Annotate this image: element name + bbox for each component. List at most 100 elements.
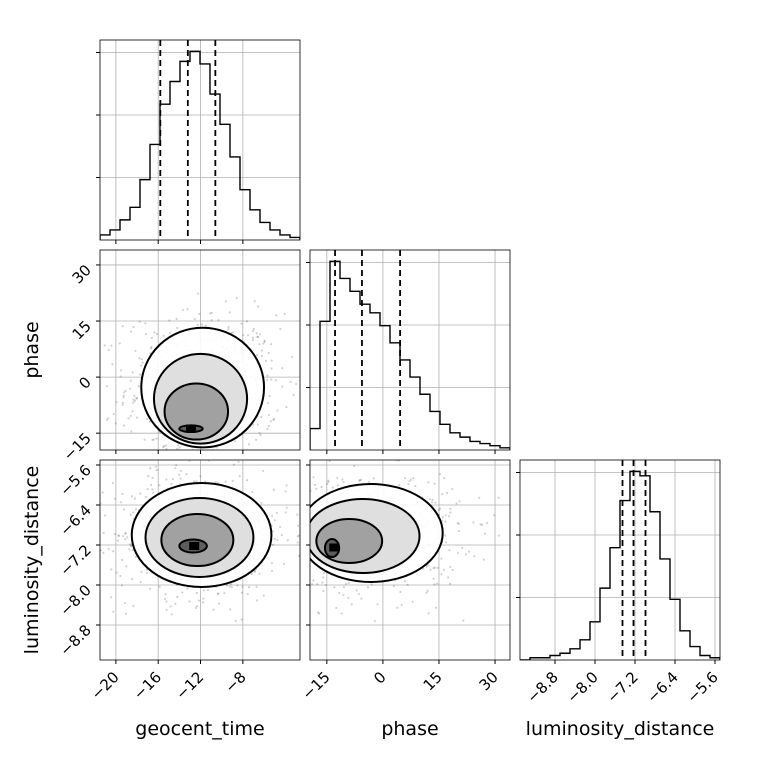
scatter-point bbox=[324, 583, 327, 587]
scatter-point bbox=[201, 601, 205, 604]
scatter-point bbox=[451, 487, 454, 491]
scatter-point bbox=[90, 502, 92, 504]
y-tick-label-luminosity_distance-0: −8.8 bbox=[56, 621, 94, 659]
scatter-point bbox=[133, 394, 136, 397]
scatter-point bbox=[359, 478, 363, 481]
scatter-point bbox=[285, 484, 288, 487]
scatter-point bbox=[116, 539, 119, 542]
scatter-point bbox=[278, 525, 282, 528]
scatter-point bbox=[130, 430, 133, 433]
scatter-point bbox=[162, 446, 165, 449]
scatter-point bbox=[368, 480, 371, 483]
scatter-point bbox=[445, 541, 448, 544]
scatter-point bbox=[148, 587, 152, 590]
contour-level-3 bbox=[140, 326, 266, 449]
scatter-point bbox=[432, 567, 435, 570]
scatter-point bbox=[224, 300, 227, 303]
scatter-point bbox=[451, 568, 454, 572]
scatter-point bbox=[243, 458, 245, 460]
scatter-point bbox=[238, 475, 241, 478]
scatter-point bbox=[255, 585, 258, 588]
scatter-point bbox=[433, 583, 436, 586]
scatter-point bbox=[105, 418, 109, 421]
scatter-point bbox=[307, 414, 309, 416]
scatter-point bbox=[141, 361, 144, 364]
contour-level-1 bbox=[163, 382, 230, 441]
scatter-point bbox=[147, 475, 150, 478]
contour-level-3 bbox=[130, 482, 273, 588]
scatter-point bbox=[123, 391, 126, 394]
scatter-point bbox=[431, 498, 434, 501]
scatter-point bbox=[270, 569, 274, 572]
scatter-point bbox=[115, 401, 118, 404]
density-peak bbox=[329, 543, 340, 552]
scatter-point bbox=[165, 447, 168, 450]
scatter-point bbox=[155, 437, 158, 440]
scatter-point bbox=[251, 490, 254, 494]
scatter-point bbox=[142, 473, 144, 475]
scatter-point bbox=[280, 536, 282, 538]
scatter-point bbox=[149, 484, 153, 487]
scatter-point bbox=[292, 557, 294, 559]
scatter-point bbox=[206, 588, 209, 592]
y-tick-label-phase-0: −15 bbox=[60, 429, 95, 464]
scatter-point bbox=[149, 347, 153, 350]
scatter-point bbox=[169, 605, 172, 608]
scatter-point bbox=[173, 472, 175, 474]
scatter-point bbox=[440, 557, 443, 560]
scatter-point bbox=[358, 479, 361, 483]
scatter-point bbox=[396, 606, 399, 609]
scatter-point bbox=[216, 592, 219, 596]
scatter-point bbox=[297, 554, 300, 557]
scatter-point bbox=[276, 409, 279, 412]
x-tick-label-geocent_time-0: −20 bbox=[88, 668, 123, 703]
scatter-point bbox=[260, 349, 264, 352]
scatter-point bbox=[176, 326, 179, 330]
scatter-point bbox=[267, 351, 270, 355]
scatter-point bbox=[179, 469, 182, 473]
scatter-point bbox=[135, 397, 138, 400]
scatter-point bbox=[214, 480, 217, 484]
scatter-point bbox=[144, 333, 148, 336]
scatter-point bbox=[231, 331, 235, 334]
scatter-point bbox=[437, 456, 439, 458]
scatter-point bbox=[256, 335, 260, 339]
scatter-point bbox=[269, 420, 272, 423]
scatter-point bbox=[165, 600, 168, 603]
scatter-point bbox=[457, 522, 461, 525]
scatter-point bbox=[300, 543, 302, 545]
contour-level-1 bbox=[315, 518, 384, 564]
scatter-point bbox=[266, 401, 270, 405]
contour-level-3 bbox=[310, 483, 444, 583]
scatter-point bbox=[122, 394, 125, 397]
scatter-point bbox=[449, 582, 452, 586]
scatter-point bbox=[267, 424, 270, 427]
scatter-point bbox=[199, 475, 202, 478]
scatter-point bbox=[270, 562, 273, 565]
scatter-point bbox=[236, 584, 239, 587]
scatter-point bbox=[113, 532, 117, 536]
scatter-point bbox=[170, 483, 173, 486]
x-tick-label-luminosity_distance-3: −6.4 bbox=[643, 668, 681, 706]
scatter-point bbox=[163, 597, 167, 601]
scatter-point bbox=[341, 478, 344, 481]
scatter-point bbox=[403, 476, 407, 480]
scatter-point bbox=[316, 337, 318, 339]
scatter-point bbox=[422, 567, 425, 571]
scatter-point bbox=[327, 480, 330, 484]
scatter-point bbox=[376, 603, 379, 606]
scatter-point bbox=[168, 319, 171, 322]
scatter-point bbox=[483, 532, 486, 535]
scatter-point bbox=[307, 527, 309, 529]
scatter-point bbox=[103, 344, 106, 347]
scatter-point bbox=[130, 495, 133, 498]
scatter-point bbox=[312, 394, 314, 396]
scatter-point bbox=[286, 514, 288, 516]
scatter-point bbox=[195, 480, 198, 483]
x-tick-label-luminosity_distance-0: −8.8 bbox=[523, 668, 561, 706]
scatter-point bbox=[344, 582, 348, 585]
scatter-point bbox=[301, 559, 303, 561]
x-axis-title-phase: phase bbox=[381, 718, 438, 740]
x-tick-label-luminosity_distance-4: −5.6 bbox=[683, 668, 721, 706]
scatter-point bbox=[131, 409, 134, 413]
